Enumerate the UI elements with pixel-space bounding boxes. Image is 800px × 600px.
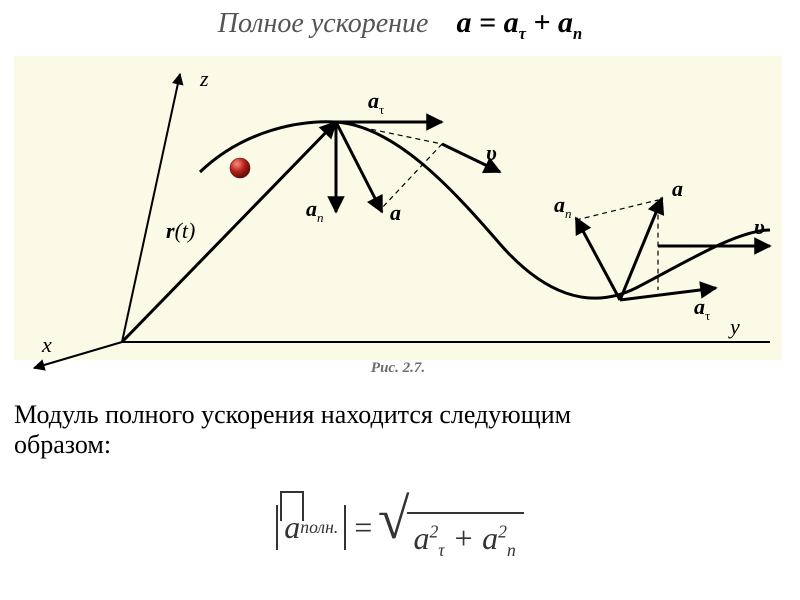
t1-sup: 2 — [429, 521, 438, 541]
svg-text:z: z — [199, 66, 209, 91]
formula-lhs-vec: a — [284, 509, 300, 546]
formula-row: a полн. = √ a2τ + a2n — [0, 502, 800, 553]
eqn-eq: = — [471, 6, 503, 39]
formula-plus: + — [445, 520, 483, 556]
physics-diagram: zxyr(t)aτanaυanaaτυРис. 2.7. — [14, 56, 782, 378]
body-line-1: Модуль полного ускорения находится следу… — [14, 400, 571, 430]
t2-sym: a — [482, 520, 498, 556]
svg-text:υ: υ — [486, 140, 497, 165]
eqn-plus: + — [526, 6, 558, 39]
formula-sqrt: √ a2τ + a2n — [374, 502, 524, 553]
formula-lhs-sub: полн. — [300, 517, 338, 538]
formula-lhs-abs: a полн. — [276, 509, 346, 546]
svg-text:x: x — [41, 332, 52, 357]
t2-sub: n — [507, 540, 516, 560]
formula-eq: = — [352, 509, 374, 546]
title-equation: а = aτ + an — [456, 6, 582, 39]
svg-text:a: a — [672, 176, 683, 201]
title-row: Полное ускорение а = aτ + an — [0, 6, 800, 44]
eqn-r2-sub: n — [573, 24, 582, 43]
t2-sup: 2 — [498, 521, 507, 541]
svg-text:Рис. 2.7.: Рис. 2.7. — [371, 360, 425, 376]
svg-text:υ: υ — [754, 214, 765, 239]
eqn-r2: a — [558, 6, 573, 39]
body-line-2: образом: — [14, 430, 571, 460]
title-text: Полное ускорение — [218, 8, 429, 39]
eqn-r1-sub: τ — [519, 24, 526, 43]
t1-sym: a — [413, 520, 429, 556]
diagram-svg: zxyr(t)aτanaυanaaτυРис. 2.7. — [14, 56, 782, 378]
eqn-r1: a — [504, 6, 519, 39]
svg-text:a: a — [390, 200, 401, 225]
t1-sub: τ — [438, 540, 444, 560]
radical-icon: √ — [378, 504, 410, 536]
eqn-lhs: а — [456, 6, 471, 39]
svg-text:r(t): r(t) — [166, 218, 195, 243]
body-text: Модуль полного ускорения находится следу… — [14, 400, 571, 460]
formula-radicand: a2τ + a2n — [407, 512, 523, 563]
svg-text:y: y — [728, 314, 740, 339]
